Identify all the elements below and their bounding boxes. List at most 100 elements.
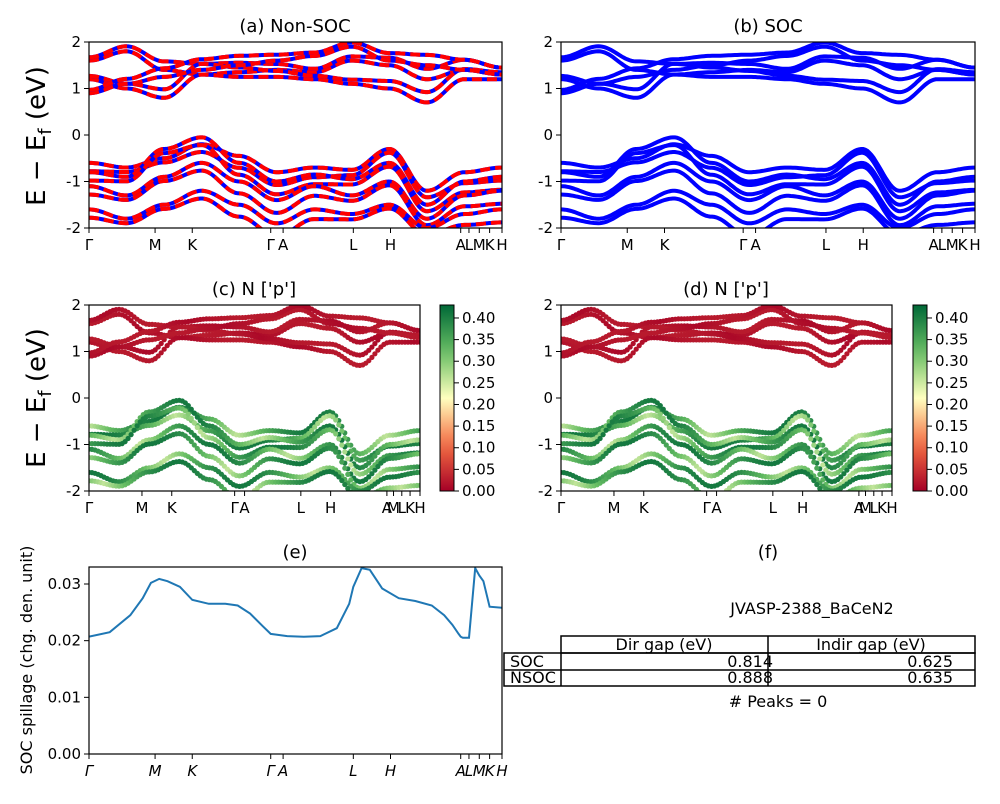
band-point [844,467,850,473]
band-point [814,465,820,471]
pa-xtick-label: A [456,236,467,254]
band-point [372,453,378,459]
pc-xtick-label: L [297,499,306,517]
band-point [155,344,161,350]
pa-xtick-label: K [485,236,496,254]
band-point [663,442,669,448]
band-point [781,427,787,433]
band-point [889,451,892,457]
band-point [597,435,603,442]
pc-xtick-label: K [167,499,178,517]
pc-colorbar-label: 0.10 [462,439,495,457]
band-line [561,143,975,214]
band-point [603,427,609,433]
pb-xtick-label: L [822,236,831,254]
band-point [369,354,375,360]
pd-colorbar-label: 0.25 [935,374,968,392]
pc-xtick-label: M [387,499,400,517]
pa-xtick-label: Γ [85,236,94,254]
row-label-soc: SOC [510,652,544,671]
pc-colorbar-label: 0.05 [462,460,495,478]
band-point [889,428,892,434]
band-point [811,428,817,434]
pc-colorbar-label: 0.35 [462,331,495,349]
band-point [627,344,633,350]
band-point [606,423,612,429]
band-line-dashed [89,44,502,71]
pe-plot-area [89,567,502,639]
title-c: (c) N ['p'] [212,279,296,300]
pe-ytick-label: 0.01 [48,688,81,706]
band-point [663,420,669,426]
pc-xtick-label: Γ [85,499,94,517]
band-line-dashed [89,142,502,193]
pa-xtick-label: H [385,236,396,254]
pa-ytick-label: 1 [71,80,81,98]
band-point [345,471,351,477]
pb-xtick-label: Γ [739,236,748,254]
cell-nsoc-dir: 0.888 [727,668,773,687]
band-point [336,474,342,480]
band-point [817,471,823,477]
band-point [805,431,811,437]
band-line [561,44,975,71]
pc-xtick-label: Γ [230,499,239,517]
band-point [844,453,850,459]
pb-ytick-label: 0 [543,126,553,144]
band-line [561,150,975,200]
band-point [369,344,375,350]
pa-ytick-label: -1 [66,173,81,191]
pc-colorbar-label: 0.00 [462,482,495,500]
band-point [348,462,354,468]
cell-soc-dir: 0.814 [727,652,773,671]
title-e: (e) [282,542,307,563]
pc-ytick-label: -1 [66,436,81,454]
band-point [805,449,811,455]
cell-soc-indir: 0.625 [907,652,953,671]
cell-nsoc-indir: 0.635 [907,668,953,687]
band-line-dashed [89,61,502,95]
band-line-dashed [89,135,502,207]
pe-axes-frame [88,566,503,755]
band-point [339,428,345,434]
pc-ytick-label: 2 [71,296,81,314]
band-point [342,465,348,471]
pd-ytick-label: 0 [543,389,553,407]
pd-xtick-label: Γ [702,499,711,517]
pe-ytick-label: 0.02 [48,632,81,650]
band-point [417,437,420,443]
pb-ytick-label: -1 [538,173,553,191]
pb-xtick-label: A [928,236,939,254]
band-point [345,485,351,491]
band-point [630,350,636,356]
band-point [339,442,345,448]
title-d: (d) N ['p'] [683,279,769,300]
pe-ytick-label: 0.00 [48,745,81,763]
band-point [633,346,639,352]
band-point [342,481,348,488]
pd-xtick-label: K [877,499,888,517]
band-point [811,477,817,484]
band-point [417,428,420,434]
band-point [372,467,378,473]
band-point [188,415,194,421]
band-point [811,442,817,448]
pc-xtick-label: L [398,499,407,517]
pc-plot-area [89,305,420,491]
band-line [561,188,975,228]
band-point [128,432,134,438]
band-point [663,410,669,416]
band-line [561,42,975,92]
title-f: (f) [758,542,778,563]
pc-xtick-label: K [405,499,416,517]
svg-text:E − Ef (eV): E − Ef (eV) [22,328,56,468]
band-line [561,44,975,96]
pd-plot-area [561,305,892,491]
pa-xtick-label: M [473,236,486,254]
pc-xtick-label: H [325,499,336,517]
pa-xtick-label: H [496,236,507,254]
band-line [561,61,975,95]
pe-xtick-label: L [349,762,357,780]
band-point [654,408,660,414]
